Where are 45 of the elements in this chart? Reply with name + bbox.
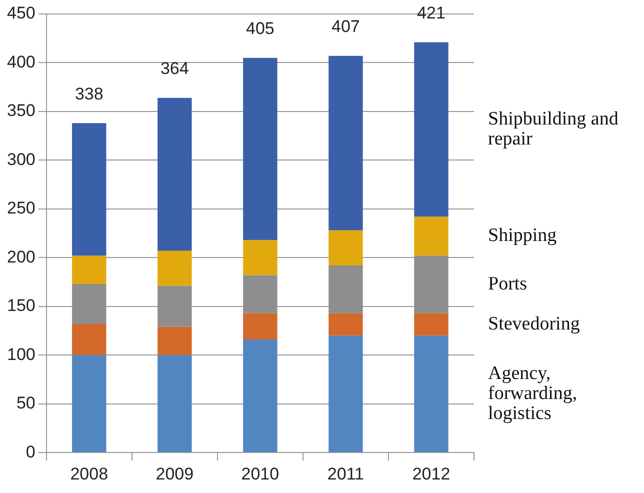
y-tick-label: 150 <box>6 296 36 316</box>
y-tick-label: 0 <box>26 442 36 462</box>
bar <box>72 123 106 256</box>
bar <box>414 42 448 217</box>
bar <box>72 355 106 452</box>
total-label: 407 <box>332 17 360 36</box>
total-label: 405 <box>246 19 274 38</box>
y-tick-label: 50 <box>16 394 36 413</box>
bar <box>328 313 363 336</box>
bar <box>72 324 106 356</box>
x-tick-label: 2009 <box>156 464 194 484</box>
text: Shipbuilding and repair <box>488 108 619 150</box>
y-tick-label: 450 <box>6 4 36 23</box>
total-label: 421 <box>417 3 446 22</box>
y-tick-label: 400 <box>6 52 36 72</box>
y-tick-label: 200 <box>6 247 36 266</box>
bar <box>243 58 278 240</box>
text: Ports <box>488 273 528 294</box>
bar <box>414 336 448 452</box>
bar <box>414 313 448 336</box>
x-tick-label: 2010 <box>241 464 280 484</box>
bar <box>158 326 192 356</box>
text: Shipping <box>488 225 558 246</box>
bar <box>158 355 192 452</box>
bar <box>243 240 278 276</box>
bar <box>328 230 363 266</box>
bar <box>328 56 363 230</box>
bar <box>328 336 363 452</box>
bar <box>243 313 278 340</box>
total-label: 364 <box>160 59 189 78</box>
y-tick-label: 350 <box>6 101 36 120</box>
bar <box>72 256 106 284</box>
y-tick-label: 100 <box>6 344 36 364</box>
total-label: 338 <box>74 84 104 104</box>
bar <box>414 216 448 256</box>
x-tick-label: 2011 <box>327 464 364 484</box>
x-tick-label: 2008 <box>70 464 108 484</box>
x-tick-label: 2012 <box>412 464 450 484</box>
bar <box>243 340 278 452</box>
bar <box>158 98 192 251</box>
y-tick-label: 250 <box>6 198 36 218</box>
y-tick-label: 300 <box>6 150 36 169</box>
text: Agency, forwarding, logistics <box>488 363 578 424</box>
bar <box>158 250 192 286</box>
text: Stevedoring <box>488 313 580 334</box>
